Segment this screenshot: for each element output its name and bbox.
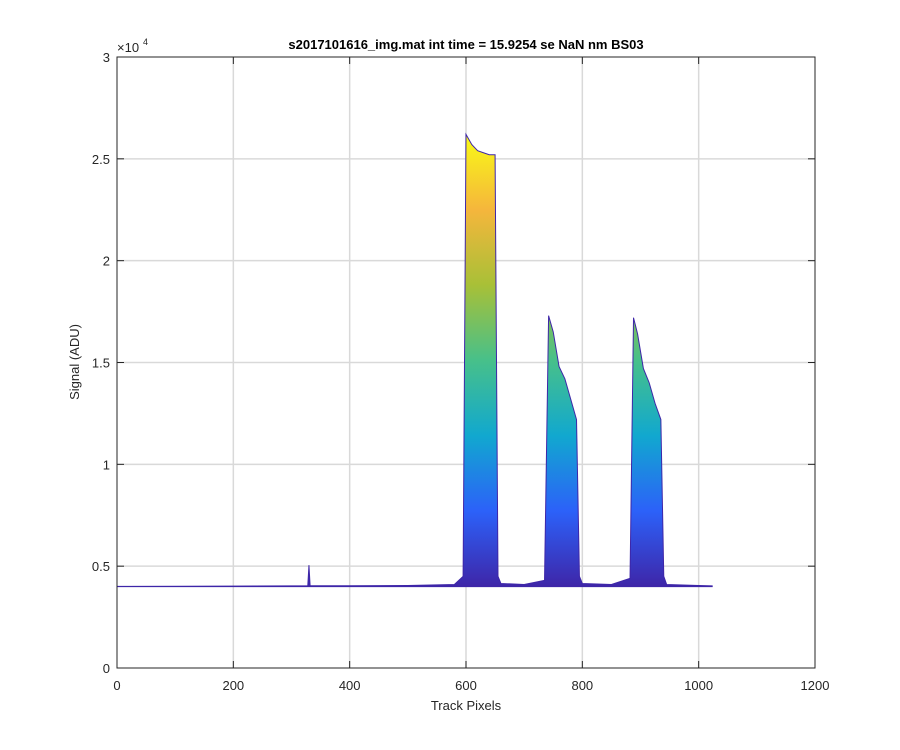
x-axis: 0 200 400 600 800 1000 1200 (113, 57, 829, 693)
y-tick-label: 2 (103, 254, 110, 269)
chart-title: s2017101616_img.mat int time = 15.9254 s… (288, 37, 643, 52)
x-tick-label: 1200 (801, 678, 830, 693)
y-tick-label: 3 (103, 50, 110, 65)
x-tick-label: 600 (455, 678, 477, 693)
y-multiplier-exponent: 4 (143, 37, 148, 47)
x-tick-label: 200 (222, 678, 244, 693)
x-tick-label: 1000 (684, 678, 713, 693)
y-tick-label: 1 (103, 457, 110, 472)
x-axis-label: Track Pixels (431, 698, 502, 713)
series-fill (117, 134, 713, 587)
y-multiplier-base: ×10 (117, 40, 139, 55)
y-axis: 0 0.5 1 1.5 2 2.5 3 (92, 50, 815, 676)
y-tick-label: 0.5 (92, 559, 110, 574)
data-layer (117, 132, 713, 588)
x-tick-label: 0 (113, 678, 120, 693)
y-tick-label: 1.5 (92, 356, 110, 371)
y-tick-label: 0 (103, 661, 110, 676)
y-tick-label: 2.5 (92, 152, 110, 167)
x-tick-label: 400 (339, 678, 361, 693)
series-line (117, 132, 713, 588)
x-tick-label: 800 (571, 678, 593, 693)
y-axis-label: Signal (ADU) (67, 324, 82, 400)
